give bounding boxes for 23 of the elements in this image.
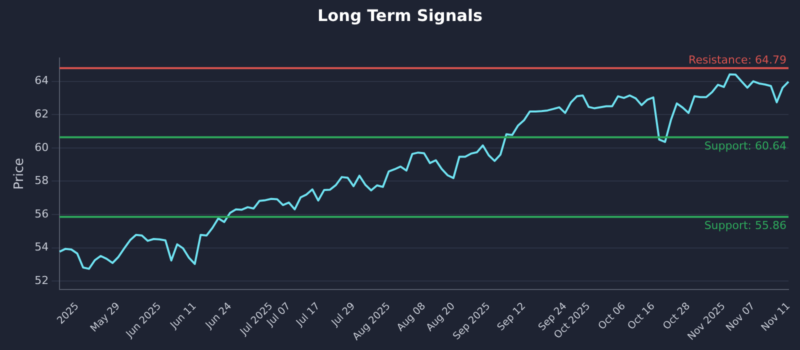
x-tick-label: Oct 28 (661, 300, 693, 332)
y-tick-label: 64 (34, 74, 49, 88)
x-tick-label: Jul 17 (294, 300, 322, 330)
ref-line-label: Resistance: 64.79 (688, 54, 787, 67)
y-tick-label: 52 (34, 274, 49, 287)
ref-line-label: Support: 55.86 (704, 219, 787, 232)
x-tick-label: Oct 06 (596, 300, 628, 332)
y-tick-label: 56 (34, 207, 49, 220)
y-tick-label: 54 (34, 240, 49, 254)
y-tick-label: 60 (34, 140, 49, 154)
y-tick-label: 58 (34, 174, 49, 188)
y-axis-title: Price (12, 158, 28, 190)
x-tick-label: Sep 12 (496, 300, 528, 334)
x-tick-label: Aug 08 (395, 300, 428, 334)
chart-title: Long Term Signals (316, 6, 484, 25)
x-tick-label: Oct 16 (626, 300, 658, 332)
ref-line-label: Support: 60.64 (704, 140, 787, 153)
x-tick-label: Jun 24 (203, 300, 234, 332)
x-tick-label: Nov 07 (724, 300, 758, 334)
y-tick-label: 62 (34, 107, 49, 120)
x-tick-label: Jul 29 (329, 300, 358, 330)
x-tick-label: Jun 11 (168, 300, 199, 332)
x-tick-label: Nov 11 (760, 300, 792, 334)
